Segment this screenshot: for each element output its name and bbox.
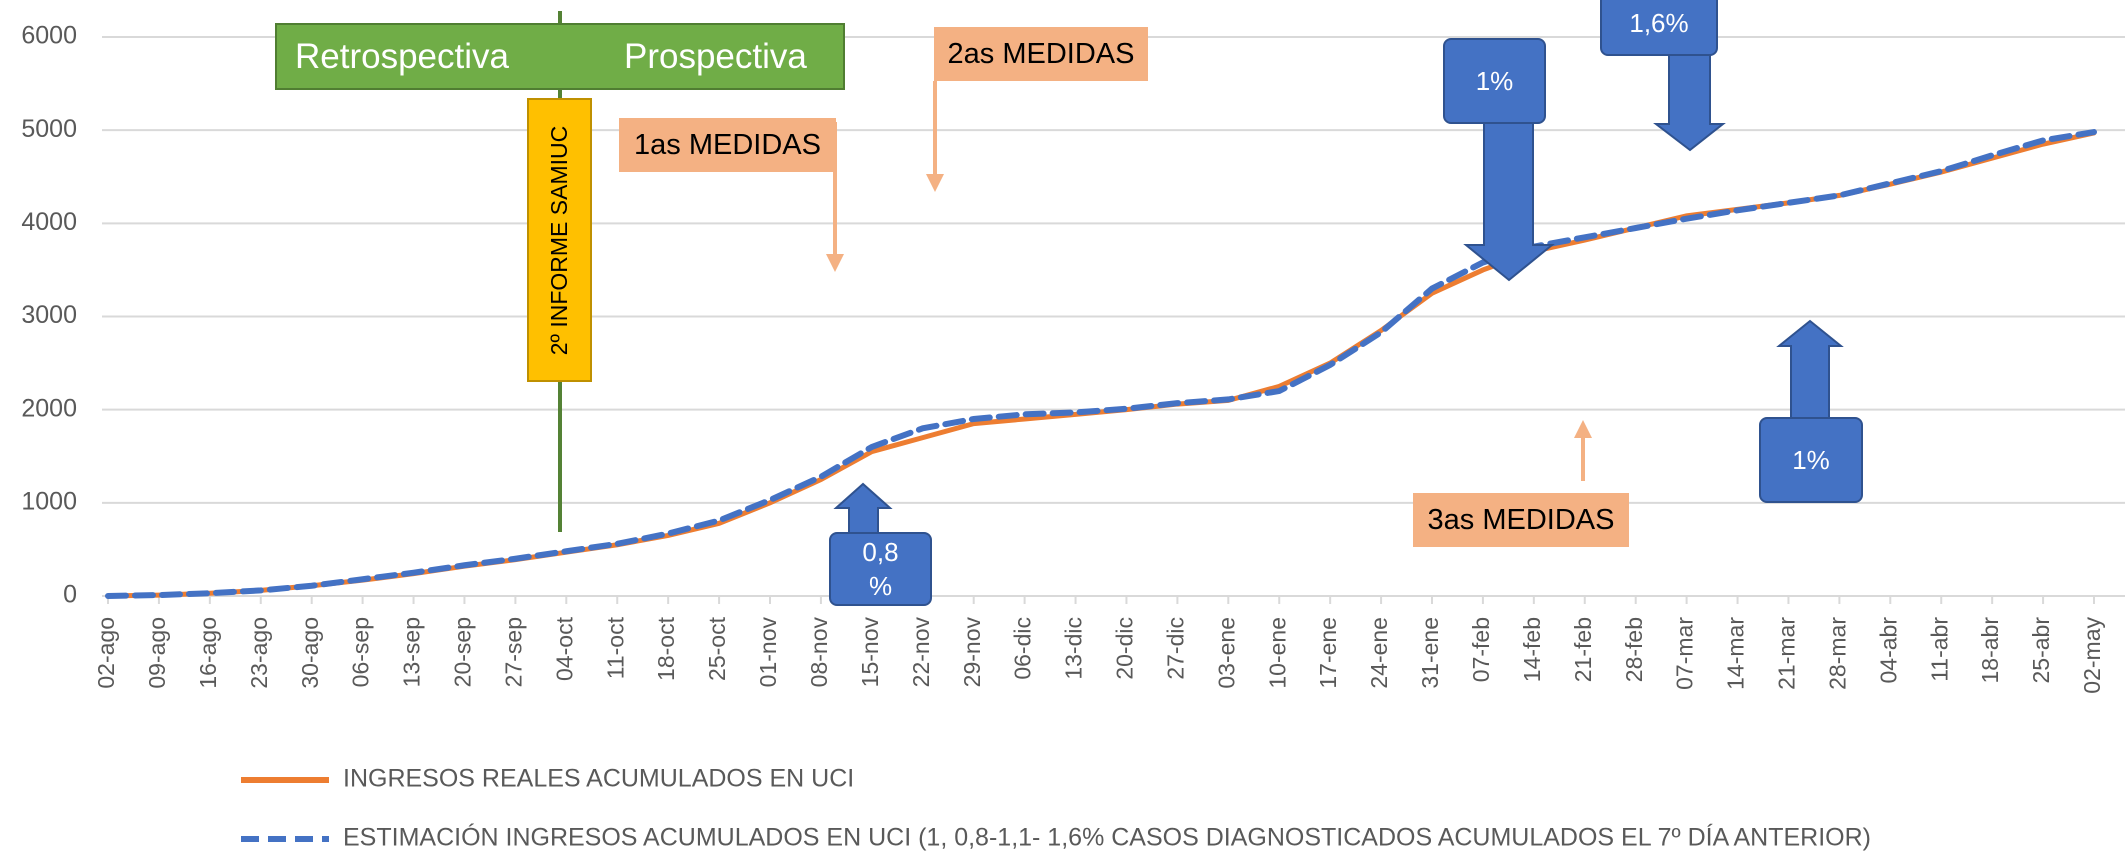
- x-tick-label: 24-ene: [1366, 617, 1392, 689]
- x-tick-label: 04-oct: [551, 616, 577, 681]
- x-tick-label: 01-nov: [755, 617, 781, 688]
- x-tick-label: 15-nov: [857, 617, 883, 688]
- annotation: 2as MEDIDAS: [934, 27, 1148, 81]
- annotation: 1as MEDIDAS: [619, 118, 836, 172]
- annotation: 0,8 %: [829, 532, 932, 606]
- annotation: 2º INFORME SAMIUC: [546, 125, 573, 355]
- x-tick-label: 11-abr: [1926, 617, 1952, 682]
- legend-label: ESTIMACIÓN INGRESOS ACUMULADOS EN UCI (1…: [343, 823, 1871, 852]
- x-tick-label: 07-feb: [1468, 617, 1494, 682]
- x-tick-label: 16-ago: [195, 617, 221, 689]
- annotation: 1%: [1443, 38, 1546, 124]
- x-tick-label: 07-mar: [1672, 617, 1698, 690]
- x-tick-label: 22-nov: [908, 617, 934, 688]
- x-tick-label: 13-sep: [399, 617, 425, 687]
- x-tick-label: 25-abr: [2028, 617, 2054, 684]
- x-tick-label: 27-sep: [500, 617, 526, 687]
- x-tick-label: 28-feb: [1621, 617, 1647, 682]
- x-tick-label: 11-oct: [602, 616, 628, 679]
- x-tick-label: 21-feb: [1570, 617, 1596, 682]
- x-tick-label: 30-ago: [297, 617, 323, 689]
- informe-box: 2º INFORME SAMIUC: [527, 98, 592, 382]
- x-tick-label: 14-feb: [1519, 617, 1545, 682]
- period-box: Retrospectiva Prospectiva: [275, 23, 845, 90]
- x-tick-label: 28-mar: [1824, 617, 1850, 690]
- x-tick-label: 20-sep: [450, 617, 476, 687]
- x-tick-label: 20-dic: [1112, 617, 1138, 680]
- x-tick-label: 17-ene: [1315, 617, 1341, 689]
- x-tick-label: 27-dic: [1162, 617, 1188, 680]
- x-tick-label: 08-nov: [806, 617, 832, 688]
- x-tick-label: 14-mar: [1723, 617, 1749, 690]
- y-tick-label: 2000: [21, 394, 77, 422]
- y-tick-label: 5000: [21, 115, 77, 143]
- y-tick-label: 0: [63, 581, 77, 609]
- x-tick-label: 25-oct: [704, 616, 730, 681]
- y-tick-label: 3000: [21, 301, 77, 329]
- annotation: Prospectiva: [624, 36, 807, 76]
- x-tick-label: 21-mar: [1774, 617, 1800, 690]
- x-tick-label: 06-sep: [348, 617, 374, 687]
- x-tick-label: 03-ene: [1213, 617, 1239, 689]
- legend-label: INGRESOS REALES ACUMULADOS EN UCI: [343, 765, 854, 793]
- x-tick-label: 02-ago: [93, 617, 119, 689]
- x-tick-label: 31-ene: [1417, 617, 1443, 689]
- x-tick-label: 13-dic: [1061, 617, 1087, 680]
- annotation-arrows: [558, 11, 1844, 534]
- y-tick-label: 4000: [21, 208, 77, 236]
- x-tick-label: 09-ago: [144, 617, 170, 689]
- annotation: 3as MEDIDAS: [1413, 493, 1629, 547]
- annotation: Retrospectiva: [295, 36, 509, 76]
- annotation: 1,6%: [1600, 0, 1718, 56]
- x-tick-label: 23-ago: [246, 617, 272, 689]
- series-line: [105, 129, 2097, 599]
- x-tick-label: 29-nov: [959, 617, 985, 688]
- x-tick-label: 18-abr: [1977, 617, 2003, 684]
- x-tick-label: 04-abr: [1875, 617, 1901, 684]
- y-tick-label: 6000: [21, 22, 77, 50]
- x-tick-label: 10-ene: [1264, 617, 1290, 689]
- x-tick-label: 18-oct: [653, 616, 679, 681]
- x-tick-label: 02-may: [2079, 617, 2105, 694]
- y-tick-label: 1000: [21, 487, 77, 515]
- x-tick-label: 06-dic: [1010, 617, 1036, 680]
- annotation: 1%: [1759, 417, 1863, 503]
